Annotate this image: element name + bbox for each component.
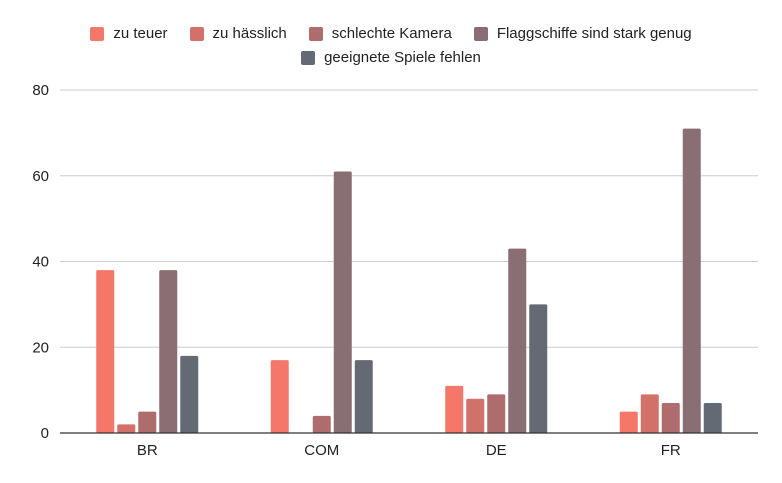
bar [661,402,680,433]
bar [270,360,289,433]
bar [159,270,178,433]
legend-row-2: geeignete Spiele fehlen [0,46,782,70]
legend-swatch [308,27,323,41]
legend-swatch [301,51,316,65]
legend-label: zu hässlich [212,25,287,42]
bar [312,415,331,433]
bar [333,171,352,433]
bar [354,360,373,433]
y-tick-label: 0 [41,425,49,442]
x-tick-label: DE [486,442,507,459]
legend-swatch [473,27,488,41]
legend-item-spiele-fehlen: geeignete Spiele fehlen [301,46,481,70]
y-tick-label: 40 [32,254,49,271]
legend-row-1: zu teuer zu hässlich schlechte Kamera Fl… [0,22,782,46]
bar [138,411,157,433]
bar [445,385,464,433]
y-tick-label: 20 [32,339,49,356]
legend-item-flaggschiffe: Flaggschiffe sind stark genug [473,22,692,46]
bar [487,394,506,433]
bar [117,424,136,433]
x-tick-label: COM [304,442,339,459]
legend-swatch [189,27,204,41]
legend-swatch [90,27,105,41]
bar [180,355,199,433]
y-tick-label: 80 [32,82,49,99]
legend-label: zu teuer [113,25,168,42]
bar [703,402,722,433]
legend-label: schlechte Kamera [331,25,452,42]
legend-item-schlechte-kamera: schlechte Kamera [308,22,452,46]
legend-item-zu-haesslich: zu hässlich [189,22,287,46]
bar [640,394,659,433]
bar [529,304,548,433]
bar [619,411,638,433]
legend-label: Flaggschiffe sind stark genug [496,25,692,42]
legend-label: geeignete Spiele fehlen [324,49,481,66]
legend-item-zu-teuer: zu teuer [90,22,168,46]
bar [682,128,701,433]
x-tick-label: FR [661,442,681,459]
x-tick-label: BR [137,442,158,459]
y-tick-label: 60 [32,168,49,185]
legend: zu teuer zu hässlich schlechte Kamera Fl… [0,22,782,70]
bar [466,398,485,433]
bar [508,248,527,433]
bar [96,270,115,433]
